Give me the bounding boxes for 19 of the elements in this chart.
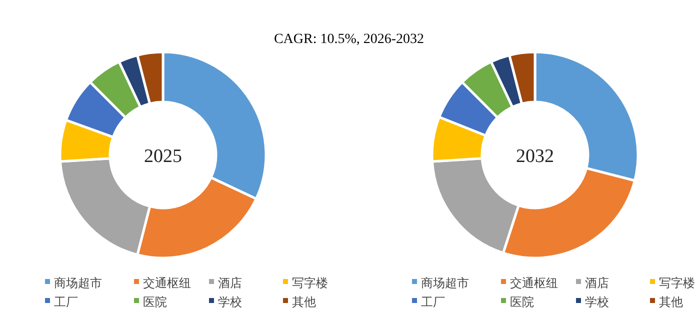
legend-label: 写字楼 bbox=[659, 276, 695, 290]
legend-label: 医院 bbox=[510, 295, 534, 309]
legend-label: 酒店 bbox=[218, 276, 242, 290]
legend-label: 学校 bbox=[585, 295, 609, 309]
legend-label: 工厂 bbox=[54, 295, 78, 309]
legend-label: 工厂 bbox=[421, 295, 445, 309]
legend-label: 商场超市 bbox=[54, 276, 102, 290]
text: 2025 bbox=[144, 146, 182, 167]
legend-label: 交通枢纽 bbox=[510, 276, 558, 290]
legend-label: 商场超市 bbox=[421, 276, 469, 290]
text: 2032 bbox=[516, 146, 554, 167]
legend-label: 医院 bbox=[143, 295, 167, 309]
chart-title: CAGR: 10.5%, 2026-2032 bbox=[274, 32, 424, 47]
legend-label: 写字楼 bbox=[292, 276, 328, 290]
legend-label: 其他 bbox=[659, 295, 683, 309]
legend-label: 酒店 bbox=[585, 276, 609, 290]
legend-label: 学校 bbox=[218, 295, 242, 309]
legend-label: 其他 bbox=[292, 295, 316, 309]
legend-label: 交通枢纽 bbox=[143, 276, 191, 290]
